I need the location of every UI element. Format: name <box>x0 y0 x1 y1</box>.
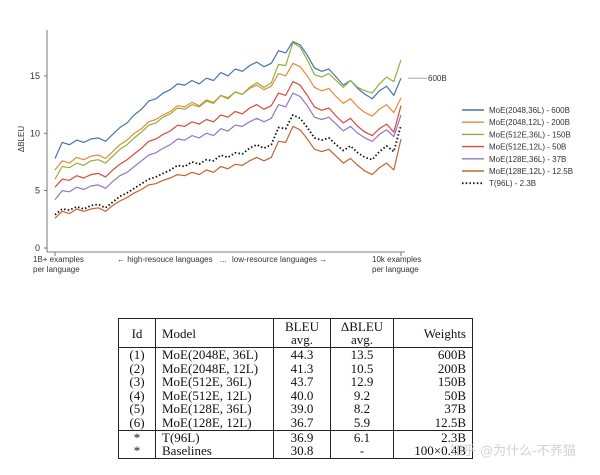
y-tick-label: 15 <box>30 71 40 81</box>
series-line-7 <box>54 114 402 216</box>
header-bleu-line2: avg. <box>290 332 314 347</box>
table-row: (6) MoE(128E, 12L) 36.7 5.9 12.5B <box>118 416 473 431</box>
cell-weights: 50B <box>393 389 473 403</box>
header-model: Model <box>155 318 274 348</box>
cell-model: MoE(128E, 12L) <box>155 416 274 431</box>
legend-label-4: MoE(512E,12L) - 50B <box>489 143 566 152</box>
legend-label-5: MoE(128E,36L) - 37B <box>489 155 566 164</box>
cell-dbleu: 5.9 <box>330 416 394 431</box>
cell-weights: 12.5B <box>393 416 473 431</box>
table-row: (1) MoE(2048E, 36L) 44.3 13.5 600B <box>118 347 473 362</box>
end-label: 600B <box>428 74 447 83</box>
cell-model: MoE(2048E, 12L) <box>155 361 274 376</box>
table-row: (5) MoE(128E, 36L) 39.0 8.2 37B <box>118 402 473 416</box>
series-line-6 <box>54 125 402 219</box>
cell-id: (4) <box>118 389 156 403</box>
cell-id: (1) <box>118 347 156 362</box>
legend-label-3: MoE(512E,36L) - 150B <box>489 130 571 139</box>
results-table: Id Model BLEU avg. ΔBLEU avg. Weights (1… <box>118 318 473 459</box>
cell-bleu: 41.3 <box>273 361 331 376</box>
cell-id: (5) <box>118 402 156 416</box>
cell-dbleu: 9.2 <box>330 389 394 403</box>
legend-label-1: MoE(2048,36L) - 600B <box>489 106 570 115</box>
table-row: (2) MoE(2048E, 12L) 41.3 10.5 200B <box>118 361 473 376</box>
table-row: (3) MoE(512E, 36L) 43.7 12.9 150B <box>118 375 473 389</box>
legend-label-7: T(96L) - 2.3B <box>489 179 536 188</box>
table-row: * T(96L) 36.9 6.1 2.3B <box>118 429 473 445</box>
cell-weights: 37B <box>393 402 473 416</box>
cell-model: MoE(512E, 12L) <box>155 389 274 403</box>
cell-bleu: 44.3 <box>273 347 331 362</box>
cell-model: MoE(2048E, 36L) <box>155 347 274 362</box>
cell-weights: 2.3B <box>393 429 473 445</box>
y-tick-label: 5 <box>35 186 40 196</box>
cell-bleu: 30.8 <box>273 444 331 459</box>
cell-id: (3) <box>118 375 156 389</box>
cell-weights: 600B <box>393 347 473 362</box>
cell-model: MoE(512E, 36L) <box>155 375 274 389</box>
watermark-text: 知乎 @为什么-不荞猫 <box>450 444 576 459</box>
cell-bleu: 40.0 <box>273 389 331 403</box>
x-label-left-line1: 1B+ examples <box>33 255 84 264</box>
header-id: Id <box>118 318 156 348</box>
series-line-3 <box>54 41 402 180</box>
cell-bleu: 43.7 <box>273 375 331 389</box>
table-header-row: Id Model BLEU avg. ΔBLEU avg. Weights <box>118 318 473 348</box>
x-label-separator: ... <box>220 255 227 264</box>
series-line-2 <box>54 62 402 171</box>
y-tick-label: 0 <box>35 243 40 253</box>
header-dbleu-line2: avg. <box>350 332 374 347</box>
series-line-1 <box>54 40 402 159</box>
cell-weights: 200B <box>393 361 473 376</box>
cell-id: (6) <box>118 416 156 431</box>
cell-weights: 150B <box>393 375 473 389</box>
series-line-5 <box>54 92 402 201</box>
cell-id: (2) <box>118 361 156 376</box>
legend-label-2: MoE(2048,12L) - 200B <box>489 118 570 127</box>
cell-weights: 100×0.4B <box>393 444 473 459</box>
header-bleu: BLEU avg. <box>273 318 331 348</box>
cell-model: T(96L) <box>155 429 274 445</box>
cell-dbleu: 8.2 <box>330 402 394 416</box>
header-dbleu: ΔBLEU avg. <box>330 318 394 348</box>
cell-dbleu: 13.5 <box>330 347 394 362</box>
cell-dbleu: - <box>330 444 394 459</box>
x-label-right-line2: per language <box>372 265 419 274</box>
cell-bleu: 36.9 <box>273 429 331 445</box>
cell-bleu: 36.7 <box>273 416 331 431</box>
x-label-right-line1: 10k examples <box>372 255 421 264</box>
header-bleu-line1: BLEU <box>285 319 319 334</box>
legend-label-6: MoE(128E,12L) - 12.5B <box>489 167 573 176</box>
y-axis-label: ΔBLEU <box>17 126 26 152</box>
cell-dbleu: 12.9 <box>330 375 394 389</box>
y-tick-label: 10 <box>30 128 40 138</box>
cell-dbleu: 10.5 <box>330 361 394 376</box>
header-dbleu-line1: ΔBLEU <box>340 319 384 334</box>
header-weights: Weights <box>393 318 473 348</box>
x-label-high-resource: ← high-resouce languages <box>117 255 213 264</box>
cell-id: * <box>118 429 156 445</box>
x-label-low-resource: low-resource languages → <box>232 255 327 264</box>
cell-model: Baselines <box>155 444 274 459</box>
table-row: (4) MoE(512E, 12L) 40.0 9.2 50B <box>118 389 473 403</box>
cell-id: * <box>118 444 156 459</box>
cell-bleu: 39.0 <box>273 402 331 416</box>
cell-dbleu: 6.1 <box>330 429 394 445</box>
table-row: * Baselines 30.8-100×0.4B <box>118 444 473 459</box>
series-line-4 <box>54 80 402 188</box>
x-label-left-line2: per language <box>33 265 80 274</box>
cell-model: MoE(128E, 36L) <box>155 402 274 416</box>
